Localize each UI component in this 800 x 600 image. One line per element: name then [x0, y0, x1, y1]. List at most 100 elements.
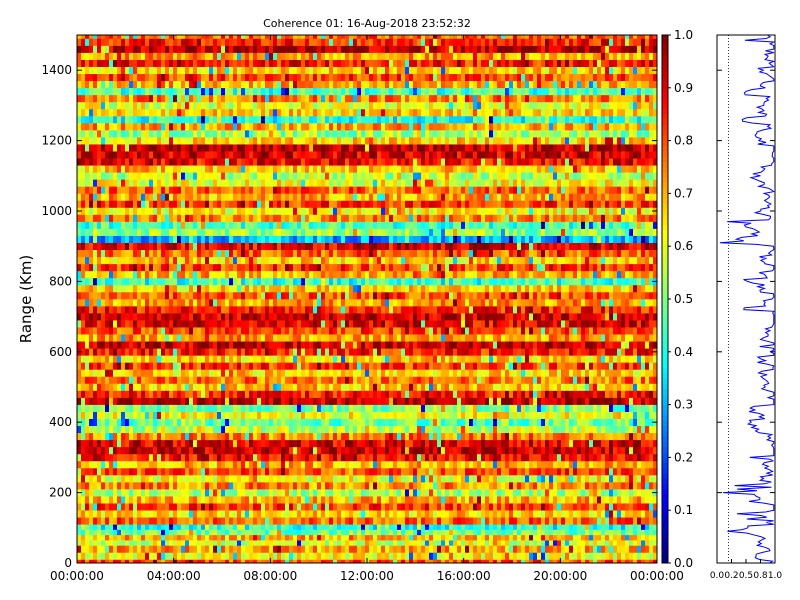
heatmap-cell — [125, 439, 130, 448]
heatmap-cell — [249, 467, 254, 476]
heatmap-cell — [385, 355, 390, 363]
heatmap-cell — [501, 418, 506, 427]
heatmap-cell — [429, 446, 434, 455]
heatmap-cell — [369, 411, 374, 419]
heatmap-cell — [393, 439, 398, 448]
heatmap-cell — [121, 397, 126, 405]
heatmap-cell — [465, 376, 470, 384]
heatmap-cell — [393, 517, 398, 525]
heatmap-cell — [649, 453, 654, 462]
heatmap-cell — [325, 341, 330, 349]
heatmap-cell — [165, 517, 170, 525]
heatmap-cell — [345, 418, 350, 427]
heatmap-cell — [353, 348, 358, 356]
heatmap-cell — [181, 404, 186, 412]
heatmap-cell — [625, 534, 630, 541]
heatmap-cell — [437, 425, 442, 434]
heatmap-cell — [553, 404, 558, 412]
heatmap-cell — [653, 467, 658, 476]
heatmap-cell — [457, 418, 462, 427]
heatmap-cell — [97, 496, 102, 504]
heatmap-cell — [341, 404, 346, 412]
heatmap-cell — [241, 467, 246, 476]
heatmap-cell — [533, 348, 538, 356]
heatmap-cell — [549, 475, 554, 483]
heatmap-cell — [293, 404, 298, 412]
heatmap-cell — [289, 467, 294, 476]
heatmap-cell — [281, 517, 286, 525]
heatmap-cell — [309, 411, 314, 419]
heatmap-cell — [609, 383, 614, 391]
heatmap-cell — [429, 467, 434, 476]
heatmap-cell — [477, 376, 482, 384]
heatmap-cell — [265, 534, 270, 541]
heatmap-cell — [413, 475, 418, 483]
heatmap-cell — [393, 390, 398, 398]
heatmap-cell — [445, 475, 450, 483]
heatmap-cell — [149, 534, 154, 541]
heatmap-cell — [413, 383, 418, 391]
heatmap-cell — [329, 467, 334, 476]
heatmap-cell — [497, 446, 502, 455]
heatmap-cell — [445, 446, 450, 455]
heatmap-cell — [173, 540, 178, 546]
heatmap-cell — [649, 404, 654, 412]
heatmap-cell — [509, 439, 514, 448]
heatmap-cell — [429, 383, 434, 391]
heatmap-cell — [437, 559, 442, 564]
heatmap-cell — [637, 524, 642, 530]
heatmap-cell — [169, 369, 174, 377]
heatmap-cell — [489, 482, 494, 490]
heatmap-cell — [469, 529, 474, 536]
heatmap-cell — [573, 397, 578, 405]
heatmap-cell — [205, 376, 210, 384]
heatmap-cell — [457, 411, 462, 419]
heatmap-cell — [93, 534, 98, 541]
heatmap-cell — [113, 524, 118, 530]
heatmap-cell — [249, 529, 254, 536]
heatmap-cell — [529, 397, 534, 405]
heatmap-cell — [197, 552, 202, 560]
heatmap-cell — [129, 404, 134, 412]
heatmap-cell — [113, 453, 118, 462]
heatmap-cell — [81, 341, 86, 349]
heatmap-cell — [329, 439, 334, 448]
heatmap-cell — [205, 534, 210, 541]
heatmap-cell — [165, 529, 170, 536]
heatmap-cell — [569, 529, 574, 536]
heatmap-cell — [637, 517, 642, 525]
heatmap-cell — [433, 496, 438, 504]
heatmap-cell — [309, 341, 314, 349]
heatmap-cell — [541, 552, 546, 560]
heatmap-cell — [197, 341, 202, 349]
heatmap-cell — [409, 418, 414, 427]
heatmap-cell — [593, 534, 598, 541]
heatmap-cell — [81, 510, 86, 518]
heatmap-cell — [449, 540, 454, 546]
heatmap-cell — [213, 341, 218, 349]
heatmap-cell — [573, 418, 578, 427]
heatmap-cell — [225, 341, 230, 349]
heatmap-cell — [521, 446, 526, 455]
heatmap-cell — [385, 376, 390, 384]
heatmap-cell — [389, 559, 394, 564]
heatmap-cell — [181, 446, 186, 455]
heatmap-cell — [405, 369, 410, 377]
heatmap-cell — [557, 482, 562, 490]
heatmap-cell — [473, 559, 478, 564]
heatmap-cell — [513, 390, 518, 398]
heatmap-cell — [221, 503, 226, 511]
heatmap-cell — [641, 341, 646, 349]
heatmap-cell — [337, 432, 342, 441]
heatmap-cell — [241, 453, 246, 462]
heatmap-cell — [89, 362, 94, 370]
heatmap-cell — [425, 540, 430, 546]
heatmap-cell — [329, 489, 334, 497]
heatmap-cell — [189, 439, 194, 448]
heatmap-cell — [521, 559, 526, 564]
heatmap-cell — [293, 534, 298, 541]
heatmap-cell — [517, 517, 522, 525]
heatmap-cell — [557, 425, 562, 434]
heatmap-cell — [361, 383, 366, 391]
heatmap-cell — [293, 383, 298, 391]
